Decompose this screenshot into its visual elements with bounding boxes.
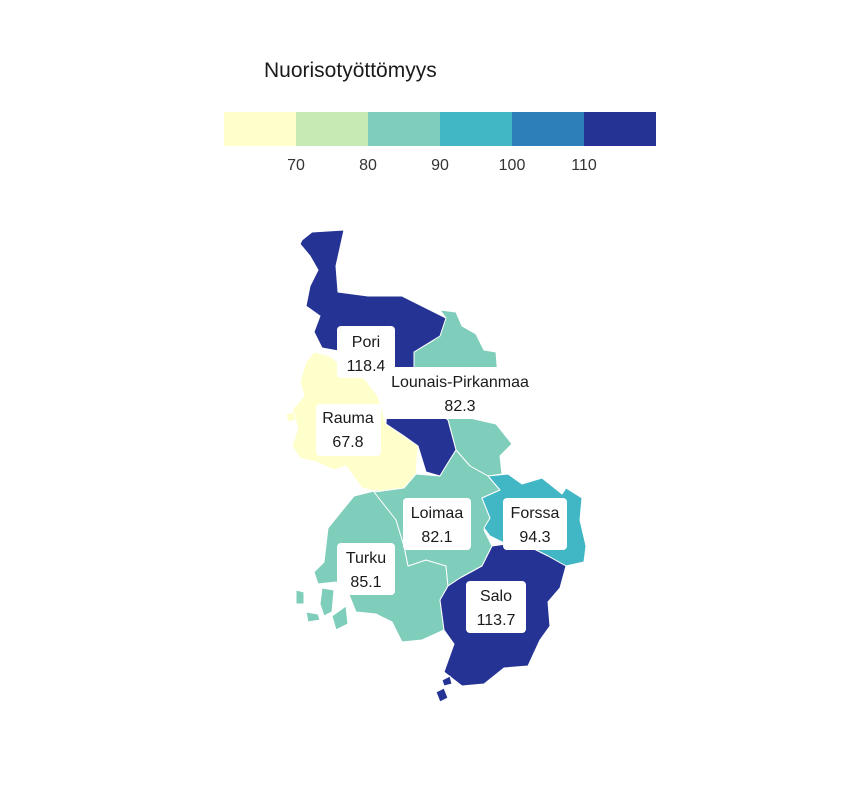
legend-bin-5 [512,112,584,146]
region-salo-island-2[interactable] [441,675,453,687]
label-turku: Turku 85.1 [337,543,395,595]
label-pori: Pori 118.4 [337,326,395,378]
label-forssa: Forssa 94.3 [503,498,567,550]
label-lounais-pirkanmaa: Lounais-Pirkanmaa 82.3 [383,367,538,419]
label-forssa-name: Forssa [511,505,560,522]
legend-tick-70: 70 [287,157,305,174]
legend-bin-6 [584,112,656,146]
legend: Nuorisotyöttömyys 70 80 90 100 110 [224,59,656,174]
label-turku-value: 85.1 [350,574,381,591]
region-turku-island-1[interactable] [295,589,305,605]
label-lounais-pirkanmaa-name: Lounais-Pirkanmaa [391,374,529,391]
label-salo-value: 113.7 [477,612,516,629]
label-forssa-value: 94.3 [519,529,550,546]
label-rauma-value: 67.8 [332,434,363,451]
label-pori-name: Pori [352,334,380,351]
legend-bin-1 [224,112,296,146]
region-turku-island-4[interactable] [331,605,349,631]
region-salo-island-1[interactable] [435,687,449,703]
region-labels: Pori 118.4 Lounais-Pirkanmaa 82.3 Rauma … [316,326,567,633]
label-loimaa: Loimaa 82.1 [403,498,471,550]
legend-bin-3 [368,112,440,146]
legend-tick-90: 90 [431,157,449,174]
legend-tick-80: 80 [359,157,377,174]
label-salo-name: Salo [480,588,512,605]
label-turku-name: Turku [346,550,386,567]
legend-tick-110: 110 [571,157,597,174]
legend-bin-2 [296,112,368,146]
label-lounais-pirkanmaa-value: 82.3 [444,398,475,415]
label-loimaa-value: 82.1 [421,529,452,546]
legend-tick-100: 100 [499,157,526,174]
label-rauma-name: Rauma [322,410,374,427]
region-rauma-islet[interactable] [285,411,297,423]
regions [285,229,587,703]
legend-title: Nuorisotyöttömyys [264,59,437,82]
label-pori-value: 118.4 [347,358,386,375]
label-rauma: Rauma 67.8 [316,404,381,456]
label-loimaa-name: Loimaa [411,505,464,522]
label-salo: Salo 113.7 [466,581,526,633]
legend-bin-4 [440,112,512,146]
region-turku-island-2[interactable] [305,611,321,623]
region-turku-island-3[interactable] [319,587,335,617]
